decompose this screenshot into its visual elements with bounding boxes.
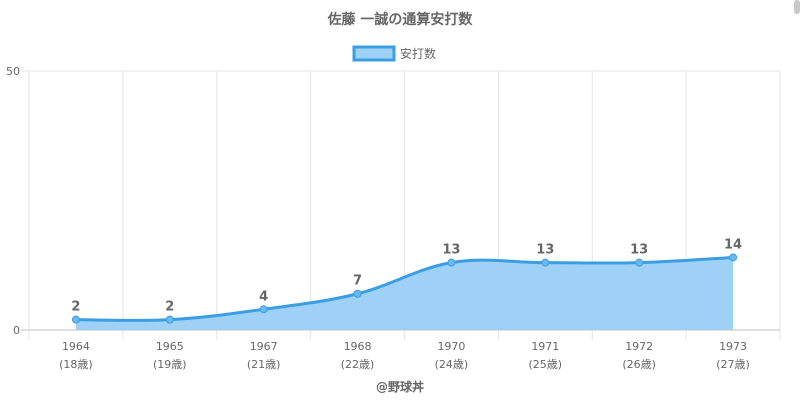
y-tick-label: 0	[13, 324, 20, 337]
data-label: 13	[630, 243, 648, 258]
data-label: 14	[724, 237, 742, 252]
data-point	[165, 315, 174, 324]
chart-credit: @野球丼	[376, 379, 424, 394]
x-tick-sublabel: (18歳)	[59, 358, 93, 371]
data-label: 2	[71, 300, 80, 315]
x-tick-sublabel: (24歳)	[435, 358, 469, 371]
x-tick-label: 1970	[437, 340, 465, 353]
x-tick-label: 1964	[62, 340, 90, 353]
x-tick-label: 1971	[531, 340, 559, 353]
series-area-fill	[75, 257, 734, 330]
x-tick-label: 1973	[719, 340, 747, 353]
data-labels: 2 2 4 7 13 13 13 14	[71, 237, 742, 314]
x-tick-sublabel: (25歳)	[529, 358, 563, 371]
x-tick-label: 1965	[156, 340, 184, 353]
data-point	[259, 305, 268, 314]
scrollbar-thumb[interactable]	[794, 0, 800, 14]
x-tick-sublabel: (22歳)	[341, 358, 375, 371]
x-tick-label: 1967	[250, 340, 278, 353]
data-label: 13	[536, 243, 554, 258]
data-label: 13	[442, 243, 460, 258]
data-point	[635, 258, 644, 267]
data-point	[353, 289, 362, 298]
x-tick-sublabel: (27歳)	[716, 358, 750, 371]
x-tick-sublabel: (21歳)	[247, 358, 281, 371]
data-point	[541, 258, 550, 267]
legend-swatch	[352, 45, 396, 62]
x-tick-sublabel: (19歳)	[153, 358, 187, 371]
data-label: 7	[353, 274, 362, 289]
series-area-layer	[71, 253, 738, 330]
data-label: 4	[259, 289, 268, 304]
y-tick-label: 50	[6, 65, 20, 78]
chart-title: 佐藤 一誠の通算安打数	[327, 11, 474, 28]
x-tick-label: 1972	[625, 340, 653, 353]
legend[interactable]: 安打数	[352, 45, 436, 62]
x-tick-sublabel: (26歳)	[622, 358, 656, 371]
data-point	[71, 315, 80, 324]
x-tick-label: 1968	[344, 340, 372, 353]
data-point	[447, 258, 456, 267]
legend-label: 安打数	[400, 46, 436, 61]
data-label: 2	[165, 300, 174, 315]
data-point	[729, 253, 738, 262]
series-line	[75, 255, 734, 322]
